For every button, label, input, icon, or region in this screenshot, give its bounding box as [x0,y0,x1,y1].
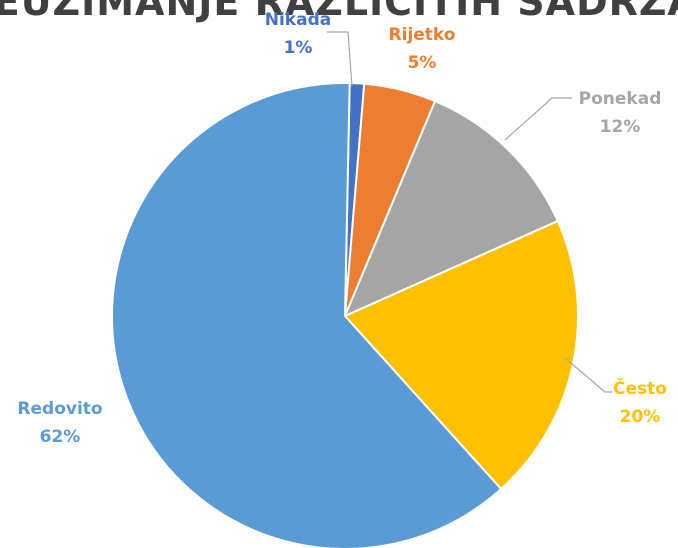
pie-slice-ponekad [343,99,560,318]
slice-value-redovito: 62% [40,427,81,447]
slice-label-ponekad: Ponekad [579,89,662,109]
slice-value-ponekad: 12% [600,117,641,137]
leader-line-ponekad [504,97,572,141]
slice-label-često: Često [613,377,667,399]
slice-value-rijetko: 5% [408,53,437,73]
leader-line-nikada [327,31,353,87]
pie-slice-redovito [111,82,503,548]
leader-line-često [564,357,612,393]
chart-title: PREUZIMANJE RAZLIČITIH SADRŽAJA [0,0,678,24]
slice-label-redovito: Redovito [17,399,102,419]
slice-value-nikada: 1% [284,38,313,58]
slice-label-nikada: Nikada [265,10,331,30]
slice-value-često: 20% [620,407,661,427]
slice-label-rijetko: Rijetko [389,25,456,45]
